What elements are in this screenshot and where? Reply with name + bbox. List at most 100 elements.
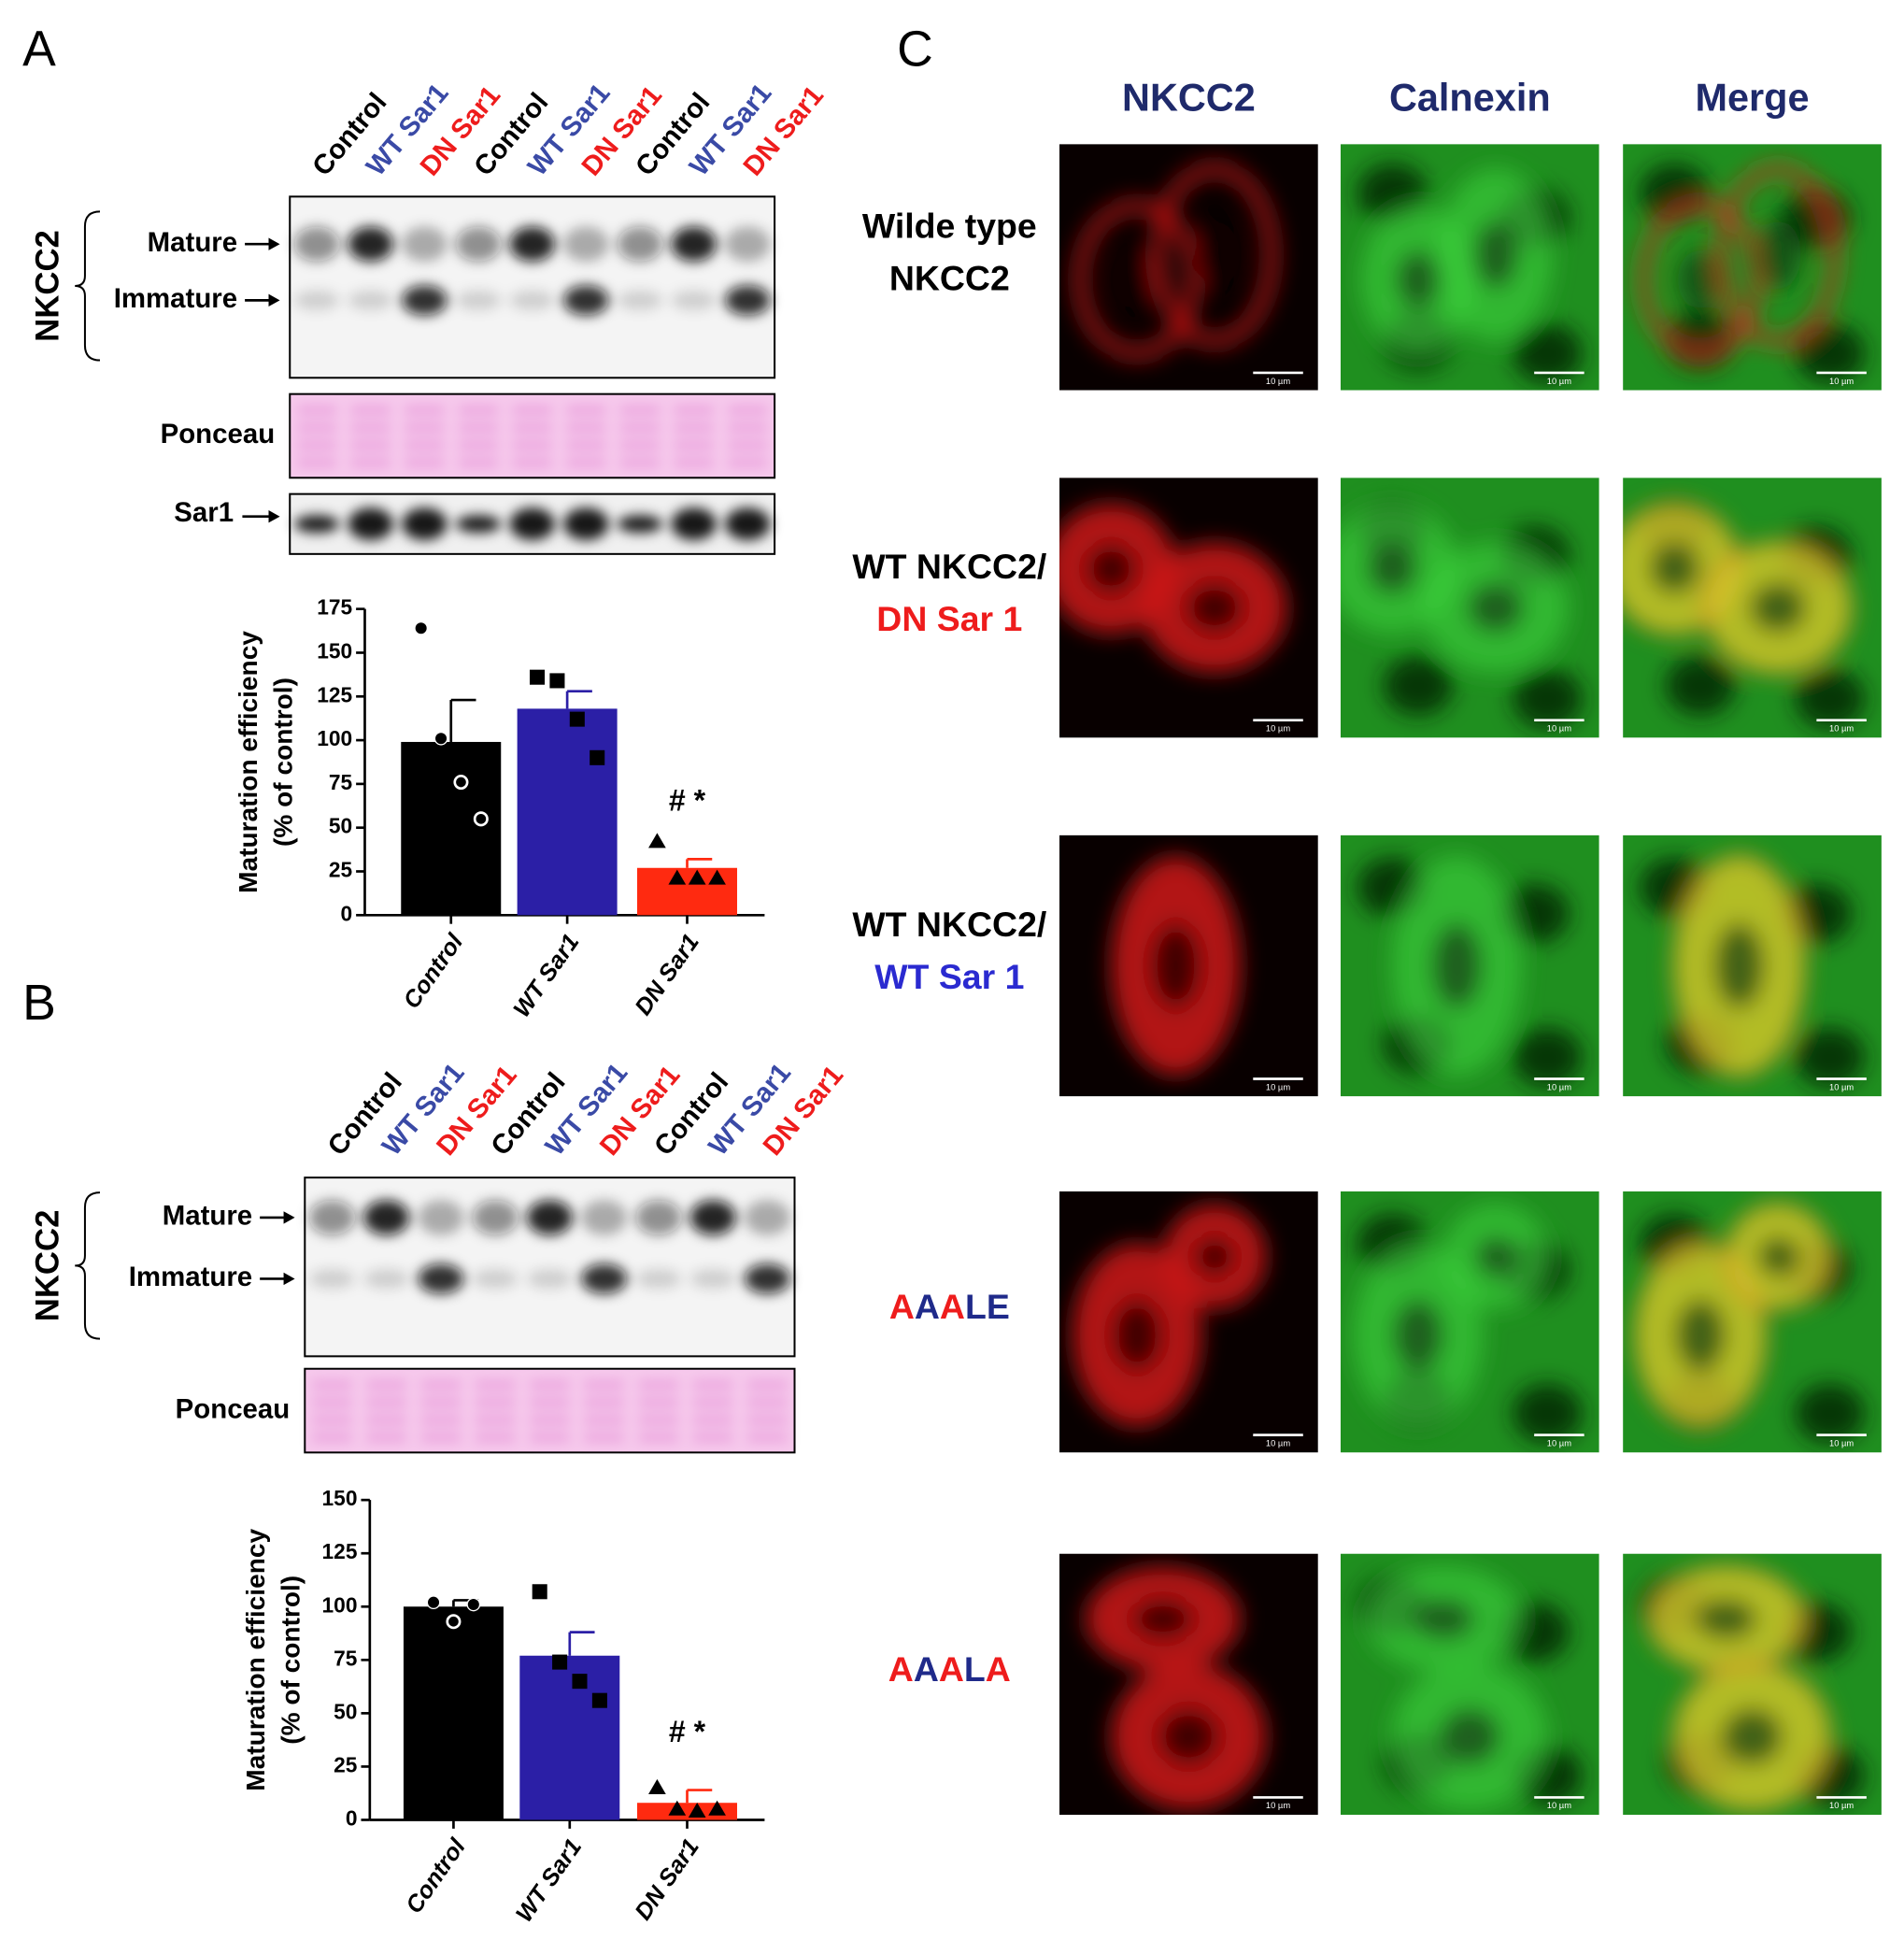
column-header: Calnexin	[1389, 75, 1551, 119]
ponceau-band	[297, 406, 336, 415]
band	[635, 1268, 682, 1290]
cell-nucleus	[1695, 1598, 1758, 1640]
ponceau-band	[366, 1416, 406, 1424]
point	[569, 711, 585, 727]
ponceau-band	[420, 1416, 462, 1424]
scale-bar-label: 10 µm	[1266, 724, 1290, 734]
cell-layer	[1340, 499, 1583, 729]
point	[549, 673, 565, 689]
row-label: NKCC2	[889, 259, 1010, 298]
cell-layer	[1353, 1204, 1583, 1444]
cell-nucleus	[1474, 1235, 1517, 1278]
blot	[289, 195, 776, 379]
y-tick-label: 25	[329, 858, 352, 882]
point	[688, 869, 706, 885]
ponceau-band	[728, 459, 768, 467]
ponceau-band	[584, 1381, 624, 1390]
band	[402, 507, 448, 541]
ponceau-band	[476, 1398, 516, 1406]
y-tick-label: 100	[317, 726, 352, 750]
cell-nucleus	[1111, 1298, 1163, 1372]
band-label: Immature	[114, 283, 237, 314]
row-label: DN Sar 1	[876, 599, 1022, 638]
row-label-part: DN Sar 1	[876, 599, 1022, 638]
micrograph: 10 µm	[1623, 1553, 1882, 1816]
ponceau-band	[674, 406, 714, 415]
nucleus	[1512, 668, 1583, 729]
y-axis-label: Maturation efficiency	[234, 631, 263, 893]
nucleus	[1512, 323, 1583, 384]
cell-nucleus	[1677, 250, 1724, 309]
point	[688, 1802, 706, 1819]
band	[563, 507, 609, 541]
y-tick-label: 50	[334, 1699, 357, 1723]
band	[581, 1200, 628, 1235]
ponceau-band	[405, 441, 445, 449]
nucleus	[1665, 310, 1736, 372]
cell-layer	[1640, 1564, 1866, 1812]
band	[617, 290, 663, 311]
y-tick-label: 150	[317, 638, 352, 663]
sar1-label: Sar1	[174, 497, 234, 528]
y-tick-label: 0	[346, 1805, 358, 1830]
band	[725, 285, 771, 316]
nucleus	[1512, 1383, 1583, 1444]
cell-layer	[1357, 856, 1583, 1088]
micrograph: 10 µm	[1340, 834, 1599, 1097]
nucleus	[1795, 668, 1866, 729]
cell-nucleus	[1186, 581, 1244, 635]
cell-layer	[1623, 499, 1866, 729]
micrograph: 10 µm	[1623, 834, 1882, 1097]
cell-layer	[1085, 1566, 1267, 1810]
scale-bar-label: 10 µm	[1547, 724, 1571, 734]
band	[418, 1263, 464, 1294]
bar	[637, 867, 737, 916]
ponceau-band	[530, 1381, 570, 1390]
y-axis-label: (% of control)	[276, 1576, 305, 1745]
band	[671, 226, 717, 262]
row-label-part: Wilde type	[862, 206, 1037, 245]
point	[708, 869, 726, 885]
band	[455, 226, 502, 262]
band	[581, 1263, 628, 1294]
ponceau-band	[638, 1416, 678, 1424]
ponceau-band	[530, 1416, 570, 1424]
blot-label: NKCC2	[31, 1210, 66, 1322]
band	[348, 507, 393, 541]
band	[526, 1268, 573, 1290]
ponceau-band	[638, 1398, 678, 1406]
ponceau-band	[693, 1398, 733, 1406]
band	[509, 290, 555, 311]
bar	[637, 1803, 737, 1820]
nucleus	[1795, 1027, 1866, 1088]
band	[617, 515, 663, 534]
scale-bar-label: 10 µm	[1547, 1438, 1571, 1448]
scale-bar-label: 10 µm	[1829, 1082, 1854, 1091]
ponceau-band	[459, 441, 498, 449]
row-label: WT NKCC2/	[852, 905, 1047, 944]
cell-layer	[1357, 1566, 1583, 1810]
panel-label: B	[22, 976, 56, 1031]
row-label-part: A	[915, 1287, 940, 1326]
cell-nucleus	[1472, 220, 1519, 290]
ponceau-band	[674, 423, 714, 432]
cell-layer	[1059, 504, 1287, 673]
row-label-part: WT NKCC2/	[852, 547, 1047, 586]
micrograph: 10 µm	[1059, 144, 1318, 391]
ponceau-band	[674, 459, 714, 467]
nucleus	[1512, 1027, 1583, 1088]
ponceau-band	[584, 1416, 624, 1424]
micrograph: 10 µm	[1623, 144, 1882, 391]
row-label-part: A	[986, 1649, 1011, 1689]
sar1-bands	[293, 507, 771, 541]
cell-nucleus	[1712, 921, 1766, 1010]
bar	[519, 1655, 620, 1820]
point	[414, 620, 429, 635]
x-tick-label: DN Sar1	[630, 930, 704, 1020]
ponceau-band	[693, 1433, 733, 1442]
scale-bar-label: 10 µm	[1829, 724, 1854, 734]
ponceau-band	[476, 1416, 516, 1424]
point	[668, 1800, 687, 1816]
cell-nucleus	[1413, 1598, 1475, 1640]
cell-layer	[1633, 1202, 1866, 1444]
